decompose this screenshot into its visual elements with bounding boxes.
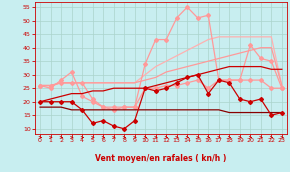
X-axis label: Vent moyen/en rafales ( kn/h ): Vent moyen/en rafales ( kn/h ) [95,154,227,163]
